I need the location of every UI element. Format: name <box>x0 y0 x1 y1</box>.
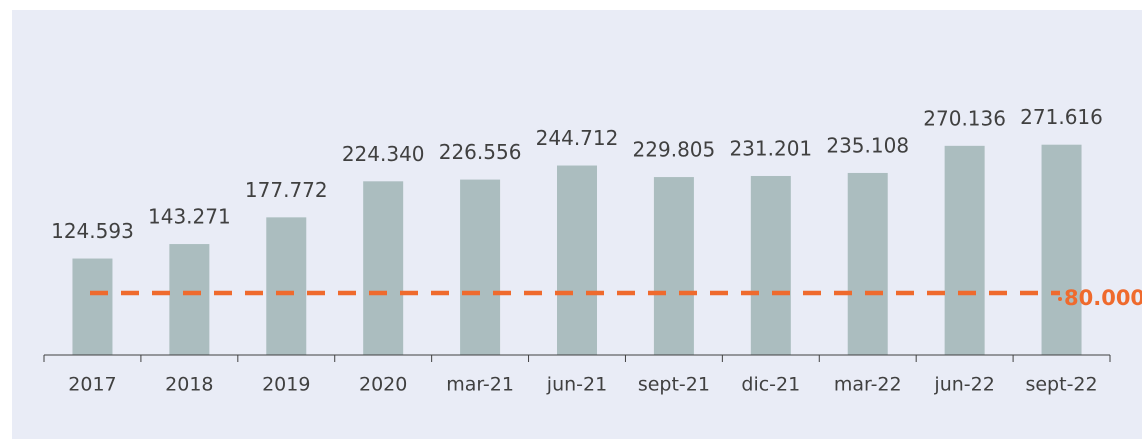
value-label: 270.136 <box>923 106 1006 130</box>
bar <box>653 177 694 355</box>
bar <box>847 172 888 355</box>
reference-dot <box>1058 297 1062 302</box>
value-label: 229.805 <box>633 138 716 162</box>
bar <box>460 179 501 355</box>
x-tick-label: 2017 <box>68 374 116 396</box>
value-label: 244.712 <box>536 126 619 150</box>
value-label: 224.340 <box>342 142 425 166</box>
bar <box>363 181 404 355</box>
x-tick-label: sept-21 <box>638 374 710 396</box>
value-label: 177.772 <box>245 178 328 202</box>
value-label: 226.556 <box>439 140 522 164</box>
x-tick-label: jun-21 <box>546 374 607 396</box>
value-label: 231.201 <box>729 136 812 160</box>
x-tick-label: sept-22 <box>1025 374 1097 396</box>
x-tick-label: 2018 <box>165 374 213 396</box>
bar <box>266 217 307 355</box>
bar <box>944 145 985 355</box>
bar <box>72 258 113 355</box>
bar <box>750 175 791 355</box>
value-label: 235.108 <box>826 133 909 157</box>
x-tick-label: dic-21 <box>741 374 800 396</box>
bar <box>1041 144 1082 355</box>
x-tick-label: 2020 <box>359 374 407 396</box>
x-tick-label: 2019 <box>262 374 310 396</box>
value-label: 143.271 <box>148 205 231 229</box>
x-tick-label: jun-22 <box>933 374 994 396</box>
bar <box>169 244 210 355</box>
x-tick-label: mar-21 <box>446 374 514 396</box>
reference-label: 80.000 <box>1064 286 1142 310</box>
value-label: 271.616 <box>1020 105 1103 129</box>
bar <box>557 165 597 355</box>
value-label: 124.593 <box>51 219 134 243</box>
x-tick-label: mar-22 <box>834 374 902 396</box>
